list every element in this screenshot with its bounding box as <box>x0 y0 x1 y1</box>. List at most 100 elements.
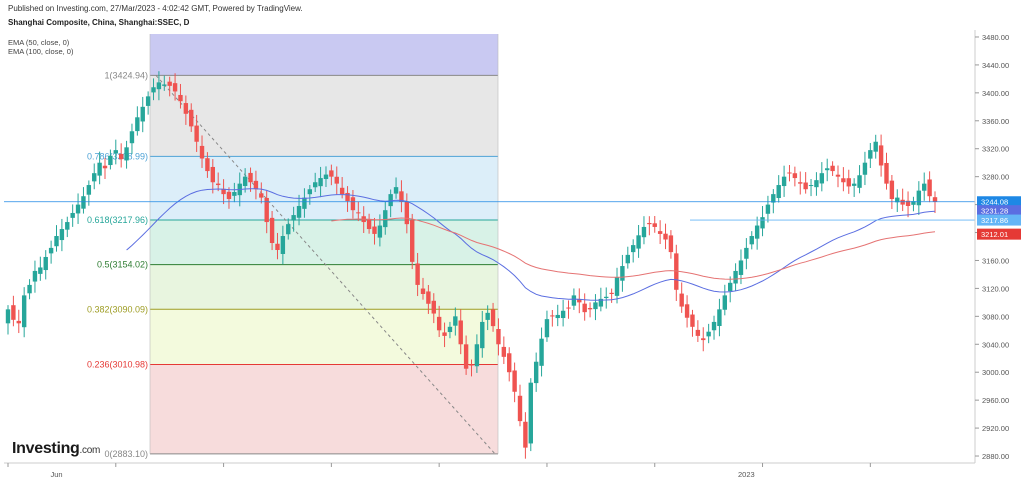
x-tick-label: Jun <box>50 470 62 479</box>
candle-up <box>776 185 781 199</box>
candle-down <box>609 292 614 294</box>
y-tick-label: 3080.00 <box>982 312 1009 321</box>
candle-up <box>620 266 625 281</box>
candle-up <box>5 309 11 324</box>
candle-up <box>480 321 485 349</box>
candle-up <box>873 141 878 152</box>
candle-down <box>194 125 199 142</box>
candle-down <box>582 303 587 313</box>
candle-up <box>124 147 129 161</box>
ema50-legend: EMA (50, close, 0) <box>8 38 70 47</box>
candle-up <box>92 173 97 182</box>
candle-up <box>447 326 453 333</box>
candle-down <box>841 178 846 183</box>
ema100-line <box>331 217 936 280</box>
candle-up <box>65 222 70 230</box>
fib-label: 0(2883.10) <box>104 449 148 459</box>
price-label-box <box>977 214 1021 226</box>
x-tick-label: 2023 <box>738 470 755 479</box>
y-tick-label: 3040.00 <box>982 340 1009 349</box>
investing-logo: Investing.com <box>12 440 101 457</box>
candle-up <box>81 196 86 209</box>
candle-down <box>652 223 657 227</box>
candle-up <box>630 245 636 253</box>
candle-up <box>604 296 609 299</box>
candle-up <box>86 185 92 195</box>
candle-up <box>851 183 857 186</box>
candle-up <box>528 382 533 444</box>
candle-down <box>798 182 803 184</box>
candle-up <box>113 150 118 154</box>
candle-up <box>825 168 830 171</box>
candle-up <box>59 229 65 241</box>
fib-zone <box>150 364 498 454</box>
candle-down <box>399 191 404 202</box>
y-tick-label: 3120.00 <box>982 284 1009 293</box>
candle-down <box>803 182 808 190</box>
fib-zone <box>150 264 498 310</box>
candle-up <box>808 185 814 187</box>
candle-down <box>172 83 178 92</box>
candle-down <box>523 421 528 448</box>
candle-down <box>167 81 172 86</box>
candle-up <box>749 236 754 245</box>
candle-down <box>253 180 259 190</box>
candle-down <box>442 332 447 336</box>
candle-up <box>43 256 48 271</box>
candle-down <box>345 192 350 202</box>
candle-down <box>690 314 695 327</box>
candle-down <box>339 187 345 195</box>
candle-down <box>787 172 792 174</box>
candle-up <box>97 162 102 176</box>
candle-down <box>264 197 269 223</box>
candle-up <box>453 316 458 326</box>
candle-up <box>533 361 539 384</box>
price-label-box <box>977 205 1021 217</box>
candle-up <box>38 267 43 274</box>
candle-up <box>857 175 862 188</box>
candle-down <box>846 178 851 187</box>
candle-up <box>571 295 577 306</box>
candle-down <box>404 201 410 225</box>
candle-up <box>911 201 916 205</box>
candle-up <box>286 224 291 235</box>
candle-down <box>668 235 674 253</box>
candle-down <box>490 309 496 327</box>
candle-up <box>555 314 560 319</box>
candle-up <box>593 302 598 310</box>
candle-up <box>539 338 544 366</box>
candle-up <box>54 236 59 247</box>
candle-up <box>75 204 81 214</box>
candle-down <box>420 288 426 294</box>
candle-up <box>754 225 760 239</box>
fib-label: 0.786(3308.99) <box>87 151 148 161</box>
candle-down <box>550 315 555 317</box>
y-tick-label: 2880.00 <box>982 452 1009 461</box>
candle-down <box>884 162 889 184</box>
candle-down <box>900 199 905 205</box>
candle-up <box>393 187 399 194</box>
candle-up <box>140 106 145 122</box>
fib-trend-line <box>155 75 496 455</box>
candle-down <box>463 344 469 369</box>
candle-down <box>178 94 183 102</box>
candle-up <box>280 236 286 254</box>
candle-up <box>641 226 647 238</box>
fib-zone <box>150 219 498 265</box>
candle-up <box>717 309 722 327</box>
candle-up <box>916 190 922 206</box>
candle-up <box>485 312 490 320</box>
candle-up <box>129 131 135 144</box>
candle-up <box>868 150 873 159</box>
candle-up <box>307 189 313 195</box>
fib-label: 0.382(3090.09) <box>87 304 148 314</box>
candle-up <box>145 96 151 106</box>
candle-up <box>819 173 825 184</box>
fib-label: 0.618(3217.96) <box>87 215 148 225</box>
candle-up <box>48 247 54 254</box>
candle-up <box>711 321 717 331</box>
candle-up <box>862 162 868 175</box>
candle-up <box>156 82 162 90</box>
candle-down <box>350 197 356 211</box>
